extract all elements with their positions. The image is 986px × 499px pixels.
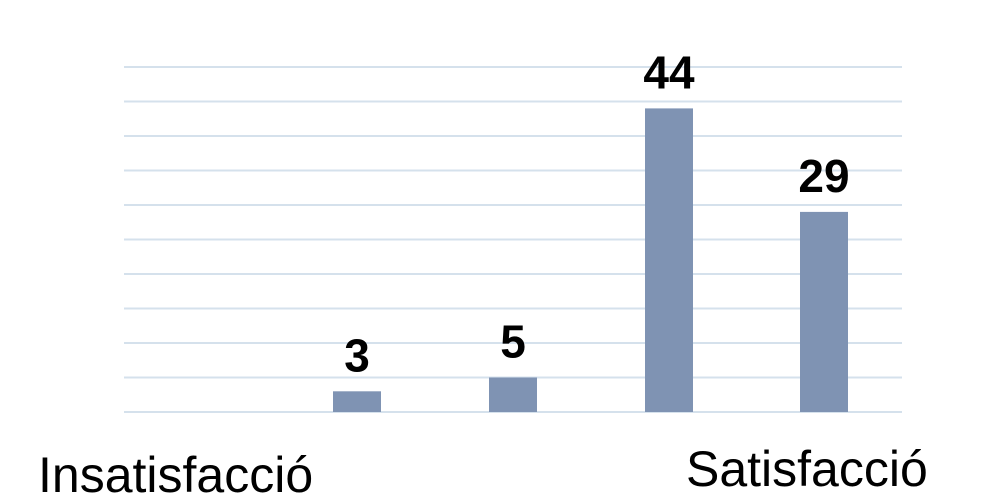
data-label-5: 29: [798, 150, 849, 202]
data-labels: 3 5 44 29: [344, 46, 849, 381]
bar-4: [645, 108, 693, 413]
scale-label-right: Satisfacció: [686, 441, 928, 497]
gridlines: [124, 66, 902, 413]
bar-5: [800, 211, 848, 412]
data-label-2: 3: [344, 329, 370, 381]
data-label-4: 44: [643, 46, 695, 98]
bar-2: [333, 391, 381, 412]
data-label-3: 5: [500, 316, 526, 368]
bar-3: [489, 377, 537, 412]
scale-label-left: Insatisfacció: [38, 447, 313, 499]
bars: [333, 108, 848, 413]
